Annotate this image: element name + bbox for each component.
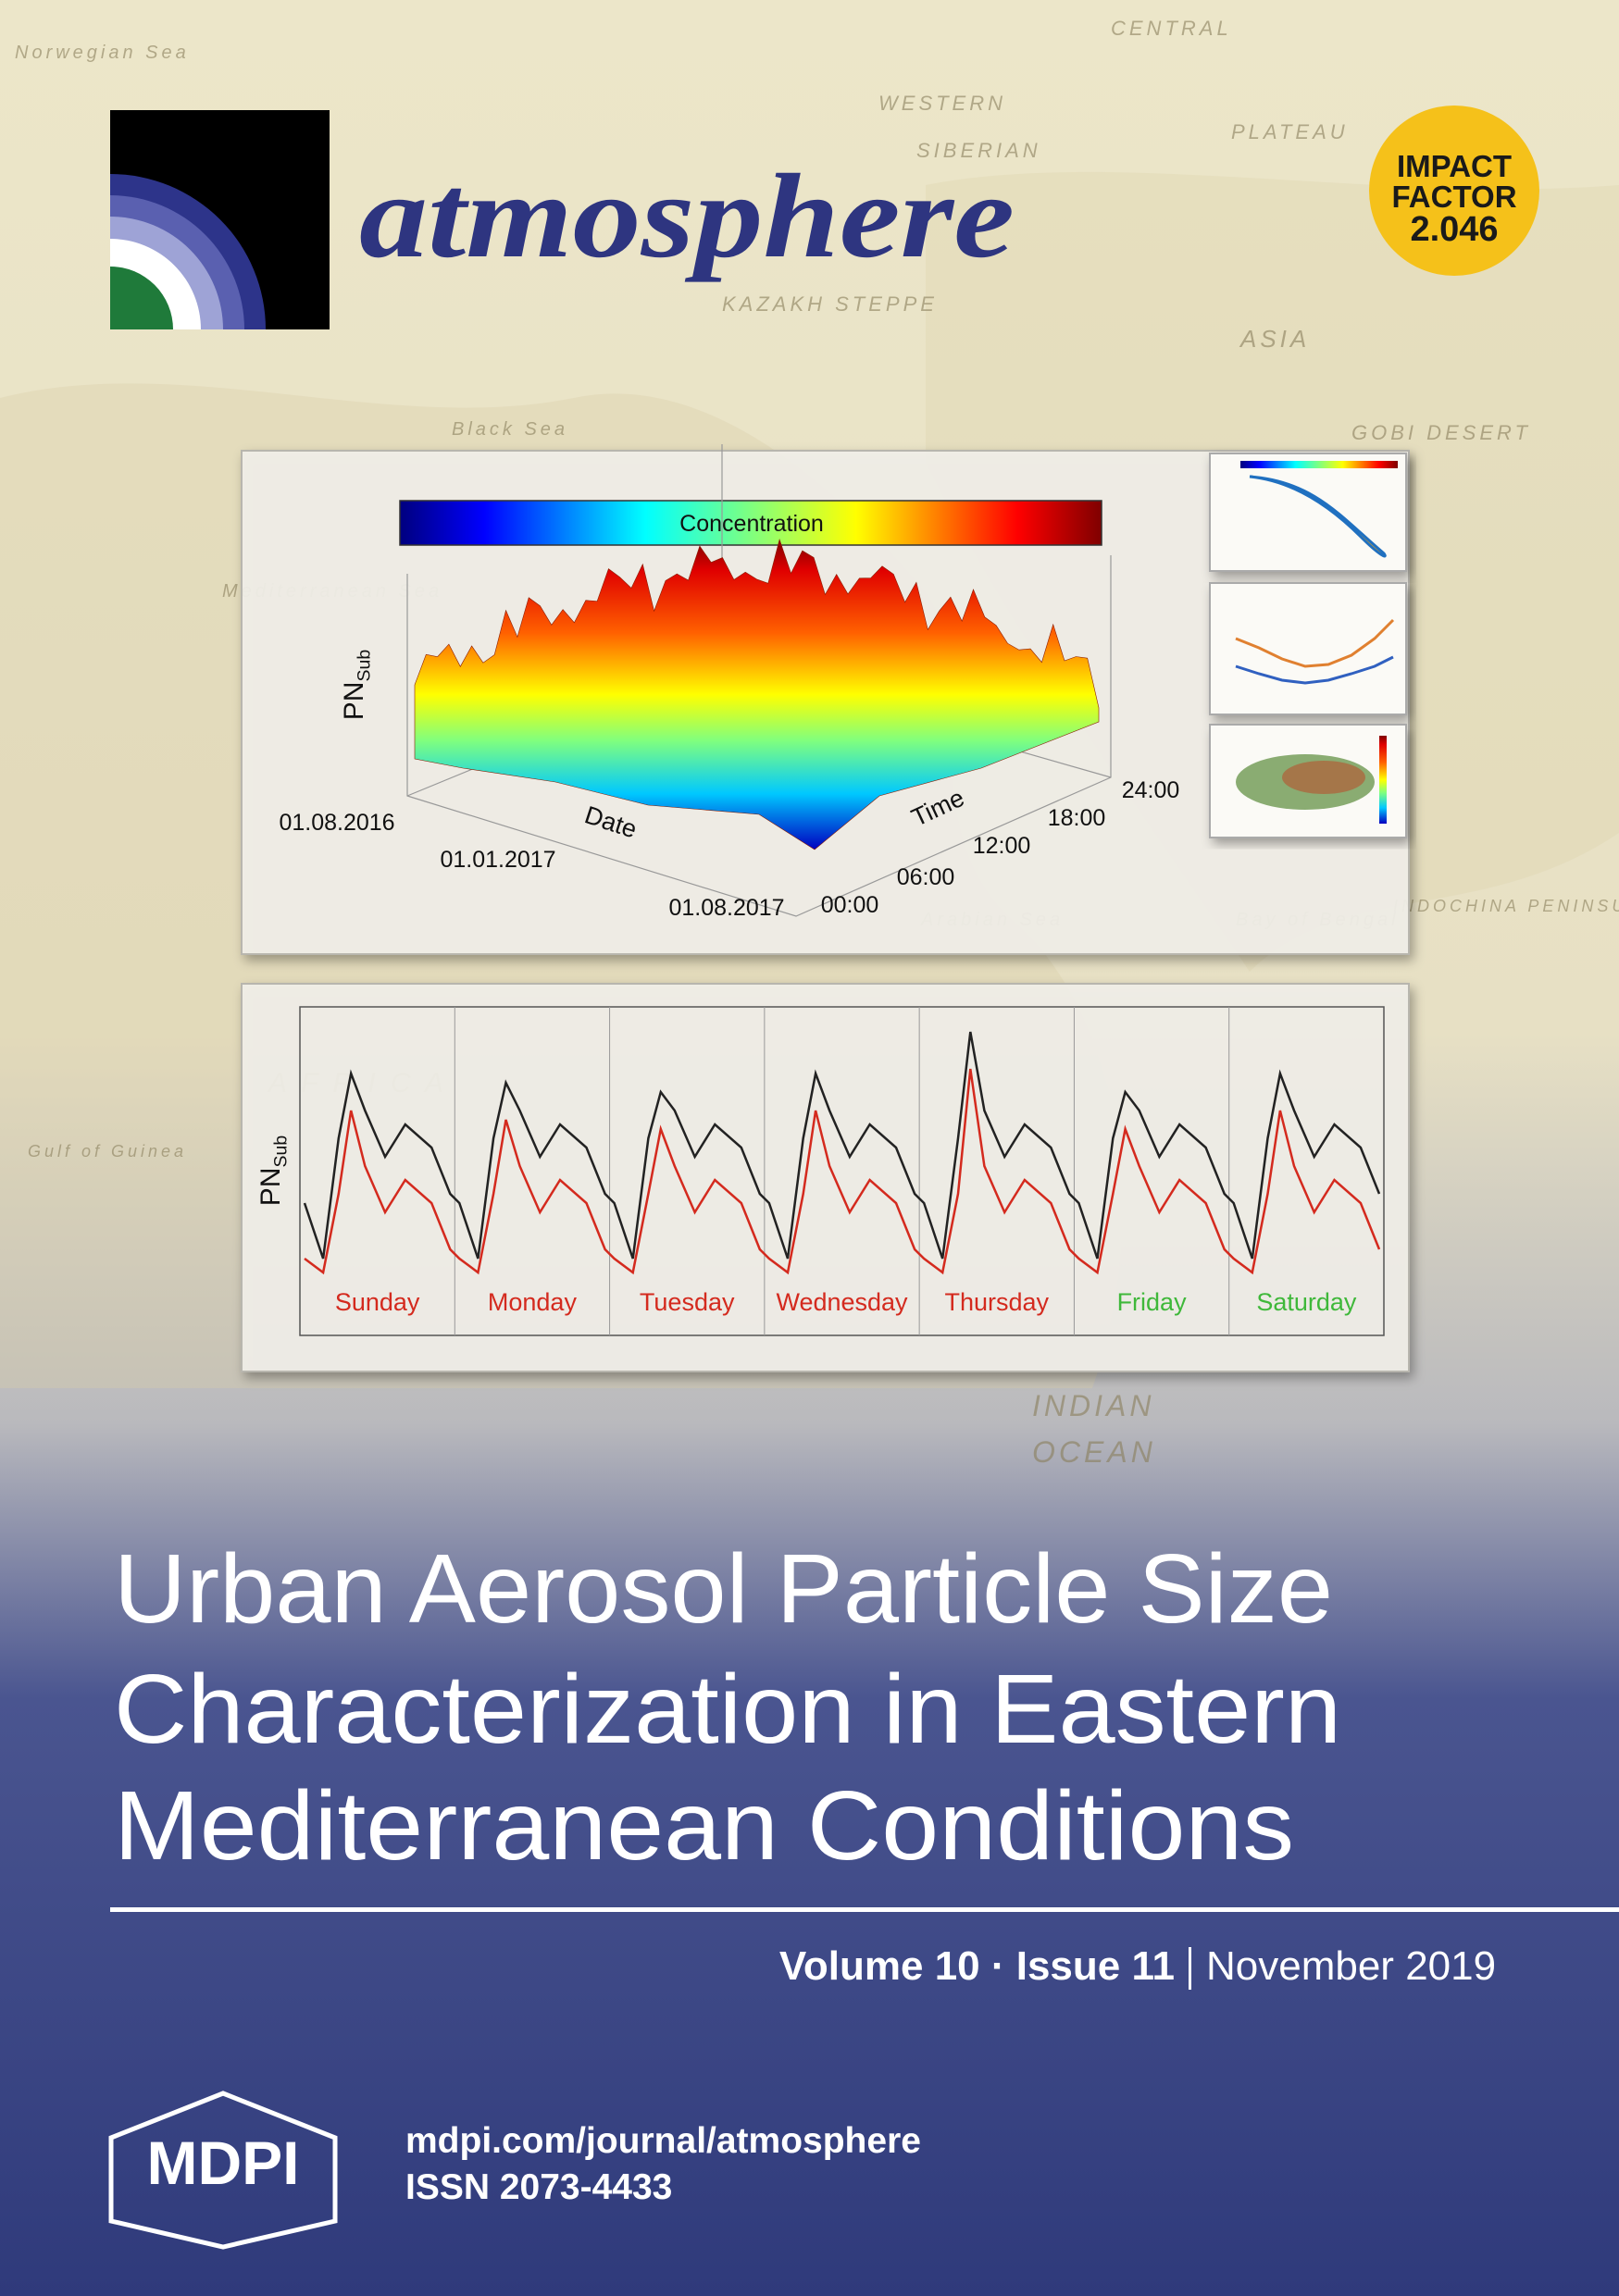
impact-factor-label: IMPACT bbox=[1397, 149, 1512, 183]
series-line bbox=[304, 1068, 1381, 1275]
title-rule bbox=[110, 1907, 1619, 1912]
thumbnail-colorbar bbox=[1379, 736, 1387, 824]
colorbar bbox=[399, 500, 1102, 546]
panel-frame bbox=[241, 983, 1410, 1372]
logo-arc bbox=[110, 267, 173, 329]
day-label: Sunday bbox=[335, 1288, 420, 1316]
divider bbox=[1189, 1947, 1191, 1990]
axis-label-main: PN bbox=[255, 1168, 286, 1207]
issn: ISSN 2073-4433 bbox=[405, 2167, 672, 2207]
article-title: Urban Aerosol Particle Size Characterizat… bbox=[114, 1534, 1341, 1880]
map-label: OCEAN bbox=[1032, 1435, 1156, 1469]
thumbnail bbox=[1209, 582, 1407, 715]
day-label: Tuesday bbox=[640, 1288, 735, 1316]
day-label: Wednesday bbox=[776, 1288, 908, 1316]
map-label: Norwegian Sea bbox=[15, 43, 190, 63]
journal-url: mdpi.com/journal/atmosphere bbox=[405, 2121, 921, 2161]
journal-logo bbox=[110, 110, 330, 329]
series-line bbox=[303, 1031, 1381, 1260]
date-tick-label: 01.08.2016 bbox=[279, 810, 394, 836]
thumbnail-scatter bbox=[1282, 761, 1365, 794]
colorbar-label: Concentration bbox=[679, 511, 824, 537]
impact-factor-value: 2.046 bbox=[1410, 210, 1498, 249]
date-tick-label: 01.01.2017 bbox=[440, 847, 555, 873]
axis-label: PNSub bbox=[339, 650, 375, 721]
issue-date: November 2019 bbox=[1206, 1943, 1496, 1989]
surface-plot bbox=[414, 538, 1100, 850]
thumbnail-colorbar bbox=[1240, 461, 1398, 468]
time-tick-label: 18:00 bbox=[1048, 805, 1106, 831]
plot-frame bbox=[299, 1006, 1385, 1336]
map-label: KAZAKH STEPPE bbox=[722, 292, 938, 316]
axis-line bbox=[406, 555, 1112, 917]
thumbnail-density bbox=[1249, 475, 1387, 558]
day-label: Friday bbox=[1117, 1288, 1188, 1316]
publisher-logo-outline bbox=[108, 2091, 338, 2250]
title-line: Mediterranean Conditions bbox=[114, 1771, 1294, 1880]
map-label: PLATEAU bbox=[1231, 120, 1349, 143]
day-label: Monday bbox=[488, 1288, 578, 1316]
figure-panel: Sunday Monday Tuesday Wednesday Thursday Frid… bbox=[241, 983, 1410, 1372]
map-label: WESTERN bbox=[878, 92, 1006, 115]
date-tick-label: 01.08.2017 bbox=[668, 895, 784, 921]
thumbnail-line bbox=[1235, 618, 1395, 668]
map-label: Gulf of Guinea bbox=[28, 1142, 187, 1160]
axis-label-sub: Sub bbox=[355, 650, 375, 682]
title-line: Urban Aerosol Particle Size bbox=[114, 1534, 1333, 1644]
title-line: Characterization in Eastern bbox=[114, 1655, 1341, 1764]
axis-label-sub: Sub bbox=[271, 1136, 292, 1168]
publisher-logo: MDPI bbox=[147, 2128, 300, 2197]
impact-factor-badge bbox=[1369, 105, 1539, 276]
time-tick-label: 24:00 bbox=[1122, 777, 1180, 803]
map-label: ASIA bbox=[1239, 325, 1310, 353]
thumbnail bbox=[1209, 453, 1407, 572]
thumbnails bbox=[1209, 453, 1407, 838]
axis-label-main: PN bbox=[339, 682, 369, 721]
impact-factor-label: FACTOR bbox=[1391, 180, 1516, 214]
day-label: Thursday bbox=[945, 1288, 1050, 1316]
time-tick-label: 00:00 bbox=[821, 892, 879, 918]
map-label: GOBI DESERT bbox=[1351, 421, 1531, 444]
time-tick-label: 06:00 bbox=[897, 864, 955, 890]
map-label: CENTRAL bbox=[1111, 17, 1232, 40]
axis-label: PNSub bbox=[255, 1136, 292, 1207]
map-label: SIBERIAN bbox=[916, 139, 1041, 162]
map-label: INDIAN bbox=[1032, 1389, 1154, 1422]
map-label: INDOCHINA PENINSULA bbox=[1393, 897, 1619, 915]
journal-name: atmosphere bbox=[359, 150, 1015, 283]
day-label: Saturday bbox=[1256, 1288, 1357, 1316]
map-label: Black Sea bbox=[452, 419, 568, 440]
thumbnail-line bbox=[1235, 655, 1394, 685]
volume-issue: Volume 10 · Issue 11 bbox=[779, 1943, 1175, 1989]
time-tick-label: 12:00 bbox=[973, 833, 1031, 859]
